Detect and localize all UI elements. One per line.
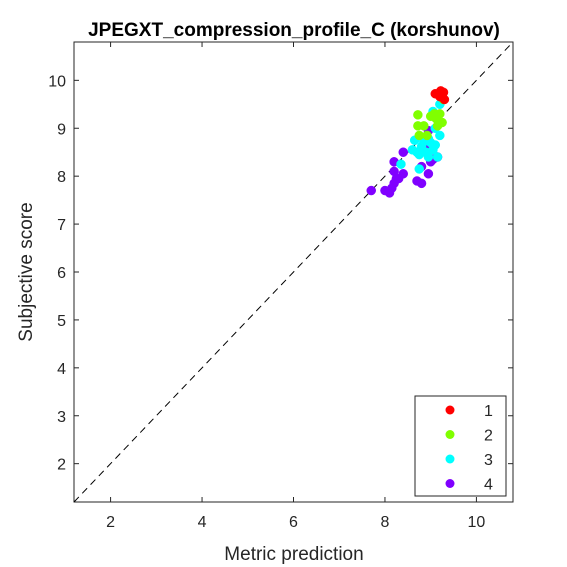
legend-label-3: 3 [484,452,493,469]
legend-label-4: 4 [484,477,493,494]
legend-marker-4 [445,479,455,488]
axis-ticks: 2 4 6 8 10 2 3 4 5 6 7 8 9 10 [48,42,513,531]
data-point-series-4 [398,169,408,179]
y-tick-label: 4 [57,361,66,378]
y-tick-label: 8 [57,169,66,186]
x-tick-label: 2 [106,514,115,531]
y-tick-label: 5 [57,313,66,330]
data-point-series-2 [422,130,432,141]
x-axis-label: Metric prediction [224,544,363,565]
data-point-series-3 [423,152,434,162]
legend: 1 2 3 4 [414,395,507,497]
data-point-series-2 [435,109,445,119]
legend-marker-1 [445,405,455,415]
y-tick-label: 3 [57,409,66,426]
data-point-series-3 [414,164,425,174]
data-point-series-4 [423,169,434,179]
chart-title: JPEGXT_compression_profile_C (korshunov) [88,20,500,41]
x-tick-label: 8 [381,514,390,531]
x-tick-label: 4 [198,514,207,531]
data-point-series-4 [366,185,376,196]
data-point-series-3 [396,159,406,169]
data-point-series-4 [416,178,427,189]
data-point-series-3 [430,140,441,150]
data-point-series-4 [398,147,408,157]
data-point-series-2 [413,110,423,120]
legend-marker-2 [445,430,455,439]
y-tick-label: 6 [57,265,66,282]
legend-marker-3 [445,454,455,464]
y-tick-label: 9 [57,121,66,138]
data-point-series-3 [407,145,418,155]
data-point-series-2 [419,121,429,131]
x-tick-label: 6 [289,514,298,531]
data-point-series-2 [437,117,447,128]
data-point-series-1 [435,91,445,102]
data-point-series-3 [432,152,443,162]
y-tick-label: 7 [57,217,66,234]
y-tick-label: 10 [48,73,66,90]
y-tick-label: 2 [57,457,66,474]
legend-label-2: 2 [484,428,493,445]
data-point-series-4 [389,166,399,177]
data-point-series-3 [435,130,445,141]
legend-box [414,395,507,497]
x-tick-label: 10 [468,514,486,531]
legend-label-1: 1 [484,403,493,420]
y-axis-label: Subjective score [16,202,37,341]
data-points [366,86,450,198]
